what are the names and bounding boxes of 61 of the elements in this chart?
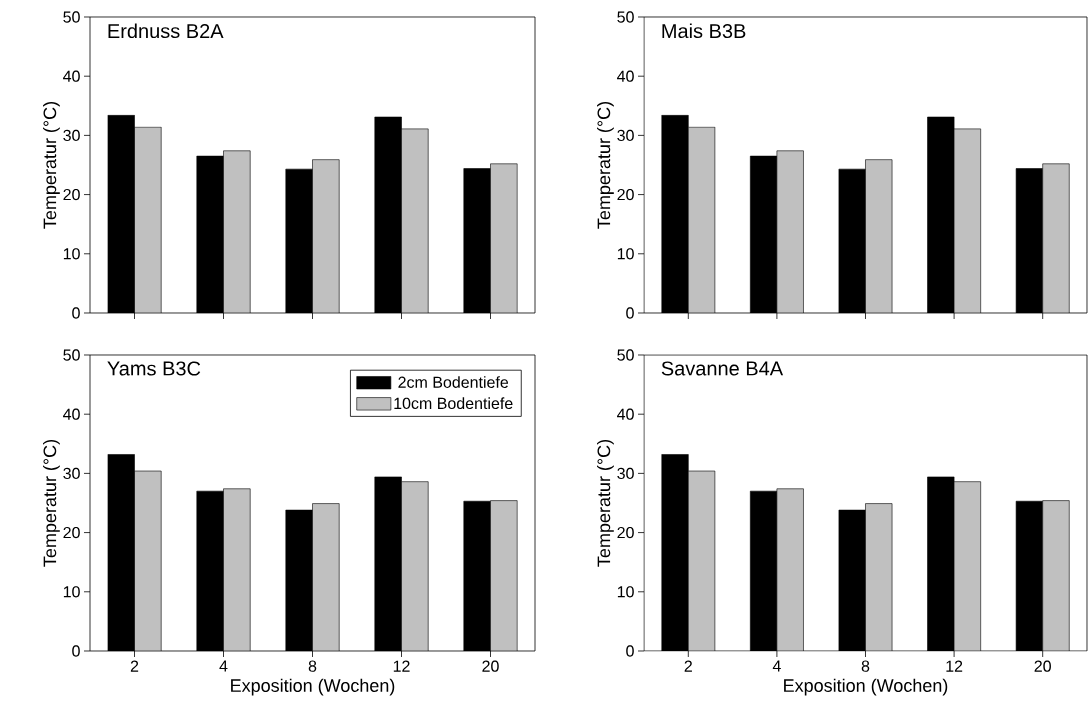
bar xyxy=(688,470,716,651)
x-tick-label: 8 xyxy=(861,660,870,672)
y-tick-label: 10 xyxy=(617,586,634,598)
y-tick-label: 40 xyxy=(617,70,634,82)
y-axis-title: Temperatur (°C) xyxy=(43,440,60,567)
x-tick-label: 20 xyxy=(482,660,499,672)
bar xyxy=(953,481,981,651)
bar xyxy=(490,500,518,651)
y-tick-label: 0 xyxy=(626,307,634,319)
bar xyxy=(1042,500,1070,651)
bar xyxy=(865,503,893,651)
y-tick-label: 50 xyxy=(63,11,80,23)
x-tick-label: 20 xyxy=(1034,660,1051,672)
bar xyxy=(312,503,340,651)
y-tick-label: 20 xyxy=(63,188,80,201)
y-tick-label: 20 xyxy=(63,526,80,539)
bar xyxy=(223,150,251,313)
y-tick-label: 0 xyxy=(72,645,80,657)
y-tick-label: 20 xyxy=(617,526,634,539)
bar xyxy=(134,470,162,651)
bar xyxy=(134,126,162,313)
y-tick-label: 40 xyxy=(63,70,80,82)
legend-label: 10cm Bodentiefe xyxy=(394,397,513,410)
bar xyxy=(490,163,518,313)
y-tick-label: 50 xyxy=(617,349,634,361)
y-tick-label: 50 xyxy=(617,11,634,23)
y-tick-label: 10 xyxy=(617,248,634,260)
bar xyxy=(401,128,429,313)
chart-title: Erdnuss B2A xyxy=(108,23,224,39)
chart-title: Savanne B4A xyxy=(661,361,784,376)
y-axis-title: Temperatur (°C) xyxy=(43,102,60,229)
y-tick-label: 10 xyxy=(63,248,80,260)
legend-label: 2cm Bodentiefe xyxy=(398,376,509,388)
y-tick-label: 30 xyxy=(63,129,80,142)
y-tick-label: 30 xyxy=(617,467,634,480)
x-tick-label: 2 xyxy=(130,660,139,672)
x-tick-label: 12 xyxy=(946,660,963,672)
y-tick-label: 10 xyxy=(63,586,80,598)
x-tick-label: 8 xyxy=(308,660,317,672)
x-tick-label: 4 xyxy=(772,660,781,672)
y-tick-label: 0 xyxy=(72,307,80,319)
y-axis-title: Temperatur (°C) xyxy=(597,440,614,567)
y-tick-label: 0 xyxy=(626,645,634,657)
bar xyxy=(776,488,804,651)
y-tick-label: 20 xyxy=(617,188,634,201)
bar xyxy=(223,488,251,651)
y-tick-label: 40 xyxy=(617,408,634,420)
bar xyxy=(401,481,429,651)
chart-title: Mais B3B xyxy=(662,23,746,39)
bar xyxy=(312,159,340,313)
y-tick-label: 30 xyxy=(63,467,80,480)
y-axis-title: Temperatur (°C) xyxy=(597,102,614,229)
x-axis-title: Exposition (Wochen) xyxy=(784,678,948,696)
x-tick-label: 12 xyxy=(393,660,410,672)
y-tick-label: 40 xyxy=(63,408,80,420)
x-tick-label: 4 xyxy=(219,660,228,672)
x-axis-title: Exposition (Wochen) xyxy=(231,678,395,696)
x-tick-label: 2 xyxy=(684,660,692,672)
y-tick-label: 50 xyxy=(63,349,80,361)
chart-title: Yams B3C xyxy=(107,361,201,376)
y-tick-label: 30 xyxy=(617,129,634,142)
